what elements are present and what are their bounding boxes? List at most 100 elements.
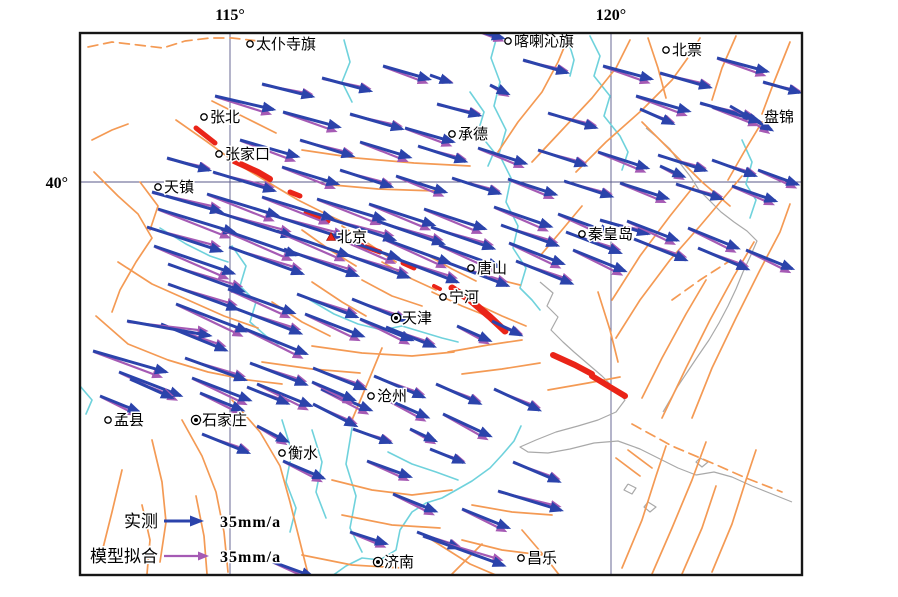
fault-line — [671, 261, 729, 301]
observed-vector-arrow — [376, 219, 447, 246]
gps-vector — [383, 237, 453, 269]
city-label: 北票 — [672, 42, 702, 59]
gps-vector — [711, 105, 763, 127]
observed-vector-arrow — [757, 168, 801, 186]
gps-vector — [206, 192, 281, 222]
coastline — [519, 127, 793, 513]
gps-vector — [373, 374, 427, 399]
observed-vector-arrow — [417, 144, 469, 164]
city-label: 天津 — [402, 310, 432, 327]
observed-vector-arrow — [711, 105, 763, 124]
gps-vector — [304, 312, 366, 342]
highlighted-fault-segment — [231, 158, 273, 182]
city-marker-core — [376, 560, 380, 564]
fault-line — [321, 183, 437, 192]
observed-vector-arrow — [572, 248, 628, 273]
city: 唐山 — [467, 259, 509, 279]
river-path — [332, 425, 522, 575]
gps-vector — [522, 58, 571, 75]
legend-observed-label: 实测 — [124, 512, 158, 531]
city-marker-core — [194, 418, 198, 422]
observed-vector-arrow — [731, 184, 779, 203]
city-marker — [278, 449, 286, 457]
city: 孟县 — [104, 411, 146, 431]
gps-vector — [762, 80, 802, 95]
gps-vector — [261, 82, 316, 100]
observed-vector-arrow — [639, 107, 676, 126]
observed-vector-arrow — [201, 432, 252, 455]
model-vector-arrow — [317, 198, 382, 226]
city: 太仆寺旗 — [246, 35, 318, 55]
observed-vector-arrow — [537, 148, 589, 168]
observed-vector-arrow — [512, 460, 562, 483]
gps-vector — [508, 241, 566, 269]
gps-vector — [227, 287, 297, 319]
gps-vector — [312, 402, 359, 428]
gps-vector — [436, 102, 483, 118]
gps-vector — [619, 181, 671, 203]
city: 秦皇岛 — [578, 225, 635, 245]
gps-vector — [359, 140, 413, 162]
observed-vector-arrow — [382, 64, 433, 82]
city-label: 承德 — [458, 125, 488, 143]
city-marker — [448, 130, 456, 138]
fault-lines — [87, 35, 791, 575]
observed-vector-arrow — [166, 156, 213, 173]
observed-vector-arrow — [500, 223, 561, 247]
river-path — [341, 39, 353, 103]
observed-vector-arrow — [461, 507, 512, 530]
observed-vector-arrow — [479, 33, 506, 41]
gps-vector — [99, 394, 142, 416]
gps-vector — [557, 212, 614, 238]
fault-line — [141, 504, 151, 575]
observed-vector-arrow — [456, 324, 493, 343]
fault-line — [597, 291, 619, 363]
city-label: 盘锦 — [764, 108, 794, 126]
gps-vector — [167, 282, 241, 311]
fault-line — [547, 376, 621, 391]
latlon-gridlines — [80, 33, 802, 575]
observed-vector-arrow — [423, 207, 488, 231]
city-marker — [246, 40, 254, 48]
gps-vector — [167, 262, 246, 293]
model-vector-arrow — [93, 350, 164, 379]
fault-line — [761, 41, 791, 115]
gps-vector — [151, 190, 225, 215]
gps-vector — [296, 292, 360, 319]
city-marker — [325, 231, 337, 241]
city-marker — [104, 416, 112, 424]
gps-vector — [244, 327, 309, 359]
observed-vector-arrow — [191, 376, 253, 402]
city: 石家庄 — [190, 410, 249, 431]
observed-vector-arrow — [146, 225, 225, 253]
gps-vector — [493, 387, 543, 412]
legend-observed-scale: 35mm/a — [220, 514, 281, 531]
gps-vector — [512, 460, 562, 483]
observed-vector-arrow — [239, 138, 301, 159]
observed-vector-arrow — [602, 64, 655, 82]
gps-vector — [442, 412, 493, 441]
observed-vector-arrow — [283, 247, 361, 278]
gps-vector — [276, 229, 352, 262]
gps-vector — [626, 219, 681, 245]
gps-vector — [429, 73, 454, 84]
observed-vector-arrow — [477, 146, 529, 166]
gps-vector — [537, 148, 589, 168]
observed-vector-arrow — [515, 259, 575, 285]
gps-vector — [422, 534, 507, 567]
fault-line — [575, 37, 701, 173]
gps-vector — [639, 107, 676, 126]
observed-vector-arrow — [359, 317, 415, 342]
observed-vector-arrow — [228, 245, 306, 276]
gps-vector — [395, 174, 449, 197]
observed-vector-arrow — [385, 325, 437, 348]
observed-vector-arrow — [282, 459, 327, 480]
fault-line — [621, 445, 667, 569]
gps-vector — [283, 247, 361, 278]
city: 昌乐 — [517, 549, 559, 569]
city: 北票 — [662, 41, 704, 61]
gps-vector — [392, 492, 439, 516]
gps-vector — [477, 146, 529, 168]
fault-line — [301, 554, 403, 569]
